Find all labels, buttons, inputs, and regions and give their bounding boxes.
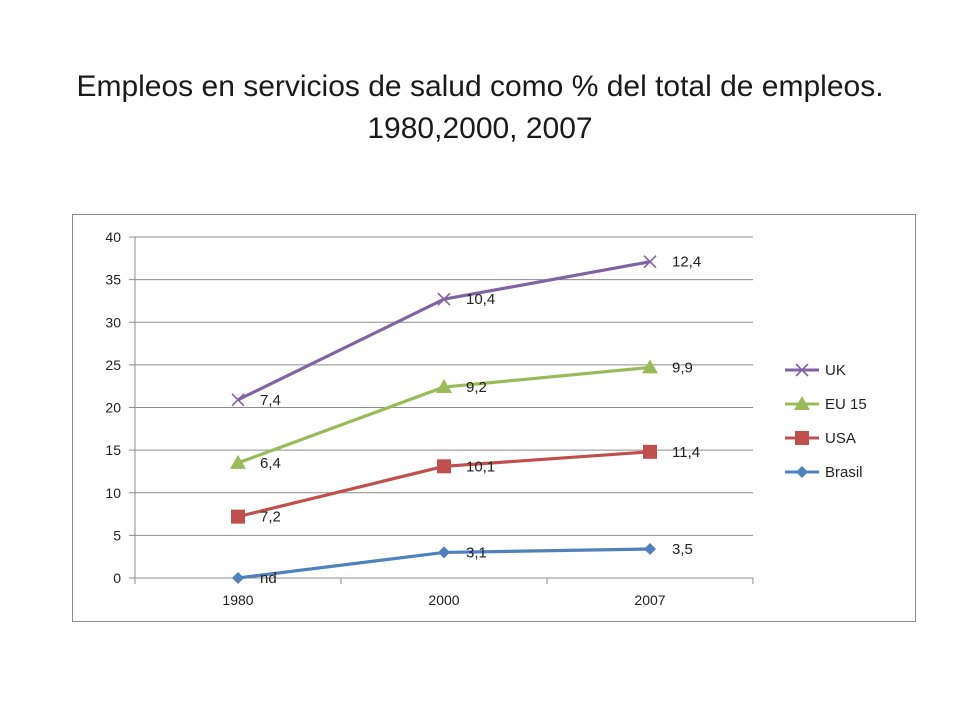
data-label: 9,9	[672, 359, 693, 376]
data-point	[437, 459, 451, 474]
x-tick-label: 2000	[428, 592, 459, 608]
data-point	[642, 359, 658, 374]
y-tick-label: 20	[105, 400, 121, 416]
line-chart: 0 5 10 15 20 25 30 35 40 1980 2000 2007 7,4 10,4 12,4 6…	[105, 229, 867, 608]
data-point	[644, 543, 656, 556]
y-tick-label: 10	[105, 485, 121, 501]
data-label: 12,4	[672, 254, 701, 271]
data-label: 9,2	[466, 379, 487, 396]
legend-label: Brasil	[825, 464, 863, 481]
x-tick-label: 1980	[222, 592, 253, 608]
data-label: 10,4	[466, 291, 495, 308]
y-tick-label: 25	[105, 357, 121, 373]
y-tick-label: 40	[105, 229, 121, 245]
data-label: 10,1	[466, 458, 495, 475]
legend-marker	[795, 363, 809, 377]
y-tick-label: 15	[105, 442, 121, 458]
data-label: 3,1	[466, 544, 487, 561]
data-point	[438, 546, 450, 559]
y-tick-label: 0	[113, 570, 121, 586]
data-point	[436, 379, 452, 394]
data-label: 7,4	[260, 392, 281, 409]
data-point	[643, 255, 657, 269]
legend-marker	[794, 396, 810, 410]
legend-marker	[795, 431, 809, 445]
data-label: nd	[260, 570, 277, 587]
legend-marker	[796, 466, 808, 478]
y-tick-label: 5	[113, 527, 121, 543]
data-point	[232, 572, 244, 584]
data-label: 7,2	[260, 509, 281, 526]
chart-area: 0 5 10 15 20 25 30 35 40 1980 2000 2007 7,4 10,4 12,4 6…	[72, 214, 916, 622]
data-point	[437, 292, 451, 306]
chart-title: Empleos en servicios de salud como % del…	[76, 70, 884, 145]
legend-label: UK	[825, 362, 846, 379]
x-tick-label: 2007	[634, 592, 665, 608]
data-point	[231, 393, 245, 407]
data-point	[643, 444, 657, 459]
data-label: 3,5	[672, 541, 693, 558]
legend-label: USA	[825, 430, 856, 447]
y-tick-label: 35	[105, 272, 121, 288]
data-point	[231, 509, 245, 524]
legend-label: EU 15	[825, 396, 867, 413]
y-tick-label: 30	[105, 314, 121, 330]
data-label: 6,4	[260, 455, 281, 472]
data-label: 11,4	[672, 444, 700, 461]
data-point	[230, 454, 246, 469]
